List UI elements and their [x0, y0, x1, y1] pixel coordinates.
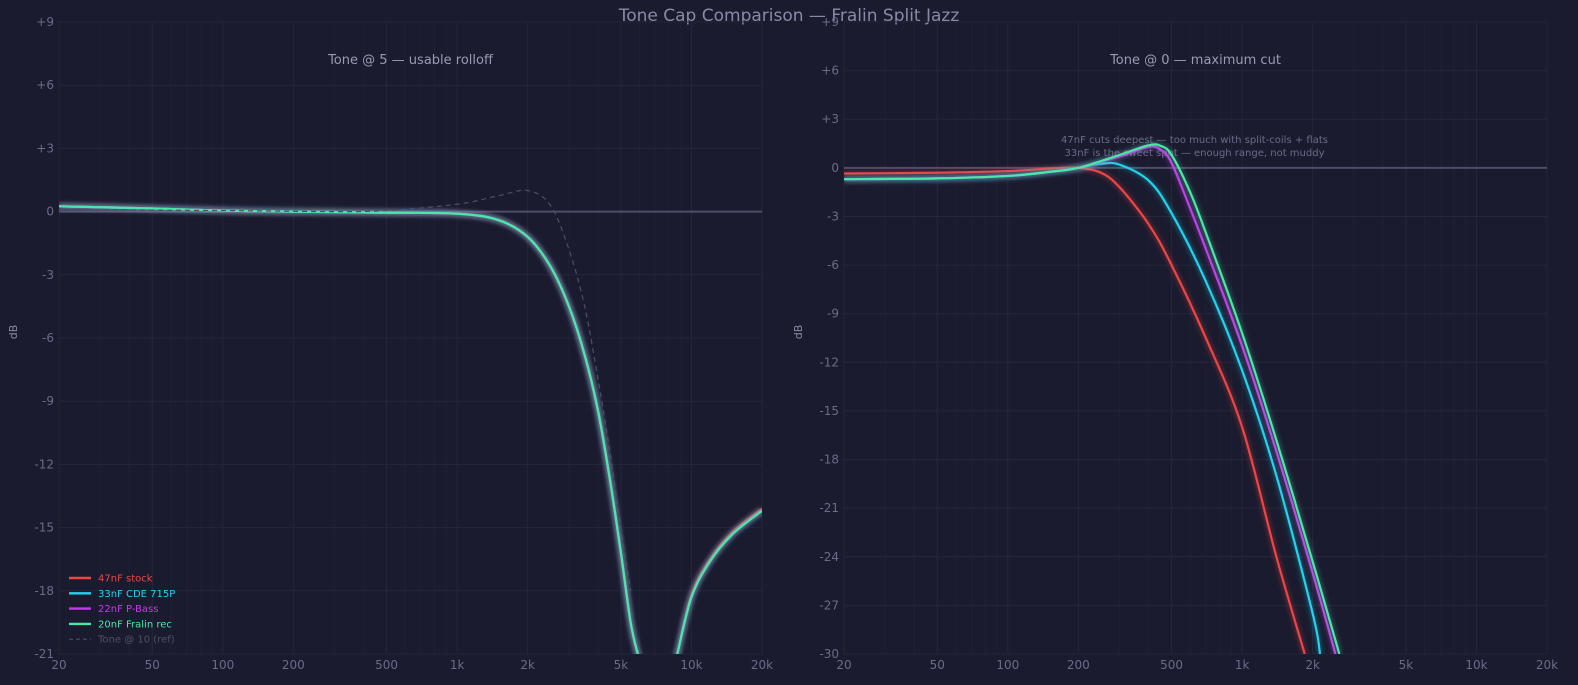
series-glow [674, 508, 762, 654]
y-tick-label: -9 [827, 307, 839, 321]
y-tick-label: -18 [819, 453, 839, 467]
y-tick-label: -9 [42, 394, 54, 408]
y-tick-label: -6 [827, 258, 839, 272]
legend: 47nF stock 33nF CDE 715P 22nF P-Bass 20nF F… [69, 574, 175, 646]
panel-title: Tone @ 5 — usable rolloff [327, 53, 494, 68]
annotation-text: 33nF is the sweet spot — enough range, n… [1065, 148, 1325, 159]
y-tick-label: +6 [821, 64, 839, 78]
figure-title: Tone Cap Comparison — Fralin Split Jazz [618, 6, 960, 26]
legend-label: 33nF CDE 715P [98, 589, 175, 600]
y-tick-label: 0 [46, 205, 54, 219]
legend-label: Tone @ 10 (ref) [97, 635, 175, 646]
x-tick-label: 20 [836, 658, 851, 672]
y-tick-label: -30 [819, 647, 839, 661]
x-tick-label: 5k [614, 658, 629, 672]
series-line [844, 166, 1306, 654]
y-axis-label: dB [792, 325, 805, 340]
y-tick-label: -15 [34, 521, 54, 535]
legend-label: 22nF P-Bass [98, 604, 158, 615]
series-line [676, 507, 762, 654]
y-tick-label: -15 [819, 404, 839, 418]
x-tick-label: 1k [450, 658, 465, 672]
x-tick-label: 1k [1235, 658, 1250, 672]
x-tick-label: 20 [51, 658, 66, 672]
x-tick-label: 500 [1160, 658, 1183, 672]
x-tick-label: 2k [1305, 658, 1320, 672]
x-tick-label: 10k [1465, 658, 1487, 672]
y-tick-label: +9 [36, 15, 54, 29]
x-tick-label: 200 [1067, 658, 1090, 672]
series-glow [674, 508, 762, 654]
x-tick-label: 50 [930, 658, 945, 672]
y-tick-label: -12 [819, 355, 839, 369]
x-tick-label: 50 [145, 658, 160, 672]
y-tick-label: +3 [821, 112, 839, 126]
y-tick-label: +3 [36, 141, 54, 155]
series-line-ref [59, 189, 632, 591]
series-line [844, 161, 1322, 654]
series-glow [674, 506, 762, 654]
series-line [59, 205, 639, 654]
x-tick-label: 20k [1536, 658, 1558, 672]
y-tick-label: -18 [34, 584, 54, 598]
annotation-text: 47nF cuts deepest — too much with split-… [1061, 135, 1328, 146]
x-tick-label: 10k [680, 658, 702, 672]
series-glow [844, 141, 1343, 654]
y-tick-label: -3 [42, 268, 54, 282]
y-tick-label: -21 [34, 647, 54, 661]
y-tick-label: -3 [827, 209, 839, 223]
y-tick-label: -27 [819, 598, 839, 612]
series-line [844, 143, 1341, 654]
y-tick-label: +6 [36, 78, 54, 92]
series-glow [674, 508, 762, 654]
x-tick-label: 500 [375, 658, 398, 672]
series-glow [844, 159, 1323, 654]
x-tick-label: 100 [996, 658, 1019, 672]
legend-label: 20nF Fralin rec [98, 619, 172, 630]
x-tick-label: 5k [1399, 658, 1414, 672]
legend-label: 47nF stock [98, 574, 153, 585]
series-line [676, 509, 762, 654]
panel-title: Tone @ 0 — maximum cut [1109, 53, 1281, 68]
series-line [676, 509, 762, 654]
y-tick-label: -6 [42, 331, 54, 345]
x-tick-label: 200 [282, 658, 305, 672]
x-tick-label: 100 [211, 658, 234, 672]
y-axis-label: dB [7, 325, 20, 340]
y-tick-label: +9 [821, 15, 839, 29]
y-tick-label: -24 [819, 550, 839, 564]
x-tick-label: 2k [520, 658, 535, 672]
series-line [676, 509, 762, 654]
y-tick-label: -12 [34, 457, 54, 471]
x-tick-label: 20k [751, 658, 773, 672]
y-tick-label: 0 [831, 161, 839, 175]
y-tick-label: -21 [819, 501, 839, 515]
